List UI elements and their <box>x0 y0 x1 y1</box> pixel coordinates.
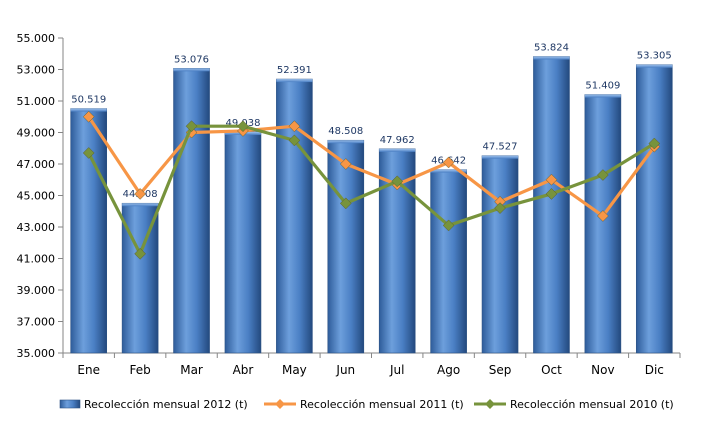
y-tick-label: 39.000 <box>17 284 56 297</box>
legend-item: Recolección mensual 2011 (t) <box>264 398 464 411</box>
point-marker <box>391 175 404 188</box>
x-tick-label: Nov <box>591 363 614 377</box>
point-marker <box>339 158 352 170</box>
bar-cap <box>533 56 570 60</box>
bar <box>584 94 622 354</box>
bar-cap <box>430 169 467 173</box>
bar-cap <box>379 148 416 152</box>
point-marker <box>237 120 249 133</box>
x-tick-label: Ene <box>77 363 100 377</box>
x-tick-label: May <box>282 363 307 377</box>
bar <box>70 108 108 354</box>
data-label: 51.409 <box>585 81 620 92</box>
y-tick-label: 35.000 <box>17 347 56 360</box>
y-tick-label: 51.000 <box>17 95 56 108</box>
point-marker <box>82 147 95 159</box>
point-marker <box>648 137 661 150</box>
bar <box>276 78 313 354</box>
point-marker <box>134 247 146 260</box>
x-tick-label: Jun <box>335 363 355 377</box>
y-tick-label: 55.000 <box>17 32 56 45</box>
legend-label: Recolección mensual 2010 (t) <box>510 398 674 411</box>
y-tick-label: 43.000 <box>17 221 56 234</box>
data-label: 48.508 <box>328 126 363 137</box>
y-tick-label: 47.000 <box>17 158 56 171</box>
data-label: 47.962 <box>380 135 415 146</box>
point-marker <box>339 197 352 210</box>
data-label: 50.519 <box>71 95 106 106</box>
data-label: 53.824 <box>534 43 569 54</box>
x-tick-label: Oct <box>541 363 562 377</box>
point-marker <box>442 156 455 169</box>
bar-cap <box>327 140 364 144</box>
x-tick-label: Feb <box>130 363 151 377</box>
x-tick-label: Dic <box>645 363 664 377</box>
point-marker <box>442 219 455 232</box>
data-labels: 50.51944.50853.07649.03852.39148.50847.9… <box>71 43 672 201</box>
point-marker <box>134 188 146 200</box>
bar <box>481 155 519 354</box>
data-label: 53.305 <box>637 51 672 62</box>
x-tick-label: Sep <box>489 363 512 377</box>
point-marker <box>288 134 301 147</box>
bar <box>327 139 365 354</box>
data-label: 52.391 <box>277 65 312 76</box>
bar-cap <box>584 94 621 98</box>
legend-label: Recolección mensual 2012 (t) <box>84 398 248 411</box>
bar-cap <box>173 68 210 72</box>
point-marker <box>545 173 558 186</box>
legend-item: Recolección mensual 2012 (t) <box>59 398 248 411</box>
bar-cap <box>276 79 313 83</box>
series-line <box>87 124 656 256</box>
legend-label: Recolección mensual 2011 (t) <box>300 398 464 411</box>
legend: Recolección mensual 2012 (t) Recolección … <box>59 398 674 411</box>
x-tick-label: Abr <box>233 363 254 377</box>
legend-swatch-marker <box>485 399 495 409</box>
legend-swatch <box>59 399 81 409</box>
data-label: 53.076 <box>174 54 209 65</box>
bar <box>533 56 570 354</box>
legend-item: Recolección mensual 2010 (t) <box>474 398 674 411</box>
point-marker <box>597 169 609 181</box>
axes: 35.000 37.000 39.000 41.000 43.000 45.000 47.0… <box>17 32 681 377</box>
bar-cap <box>122 203 159 207</box>
y-tick-label: 45.000 <box>17 190 56 203</box>
x-tick-label: Jul <box>389 363 404 377</box>
bar-cap <box>636 64 673 68</box>
legend-swatch-marker <box>275 399 285 409</box>
bar <box>430 169 467 354</box>
bar-cap <box>70 108 107 112</box>
bar-cap <box>482 155 519 159</box>
bar <box>224 131 262 354</box>
point-marker <box>597 210 609 222</box>
point-marker <box>288 120 301 133</box>
x-tick-label: Mar <box>180 363 203 377</box>
y-tick-label: 53.000 <box>17 64 56 77</box>
series-line <box>87 115 656 218</box>
bar <box>173 68 210 354</box>
line-series <box>82 110 661 260</box>
point-marker <box>545 188 558 200</box>
point-marker <box>185 120 198 133</box>
bar <box>635 64 673 354</box>
y-tick-label: 41.000 <box>17 253 56 266</box>
point-marker <box>494 202 506 214</box>
y-tick-label: 37.000 <box>17 316 56 329</box>
point-marker <box>82 110 95 123</box>
y-tick-label: 49.000 <box>17 127 56 140</box>
data-label: 47.527 <box>483 142 518 153</box>
x-tick-label: Ago <box>437 363 460 377</box>
